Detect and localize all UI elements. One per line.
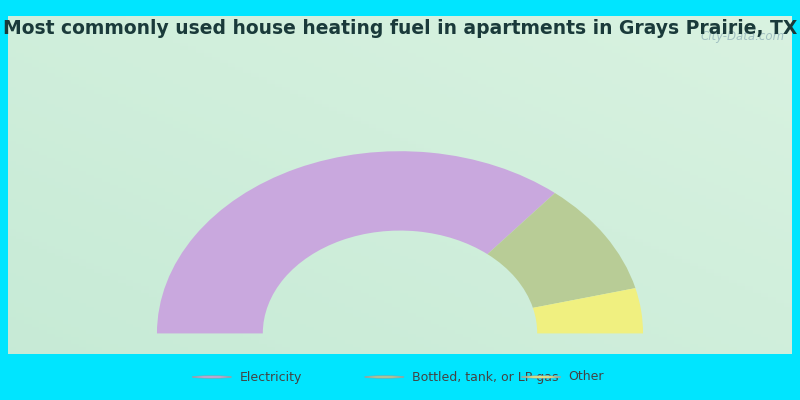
Circle shape <box>192 376 231 378</box>
Text: Other: Other <box>569 370 604 384</box>
Circle shape <box>522 376 561 378</box>
Text: Electricity: Electricity <box>239 370 302 384</box>
Text: Bottled, tank, or LP gas: Bottled, tank, or LP gas <box>412 370 558 384</box>
Text: Most commonly used house heating fuel in apartments in Grays Prairie, TX: Most commonly used house heating fuel in… <box>3 19 797 38</box>
Circle shape <box>365 376 404 378</box>
Wedge shape <box>533 288 643 334</box>
Wedge shape <box>487 193 635 308</box>
Wedge shape <box>157 151 555 334</box>
Text: City-Data.com: City-Data.com <box>700 30 784 42</box>
